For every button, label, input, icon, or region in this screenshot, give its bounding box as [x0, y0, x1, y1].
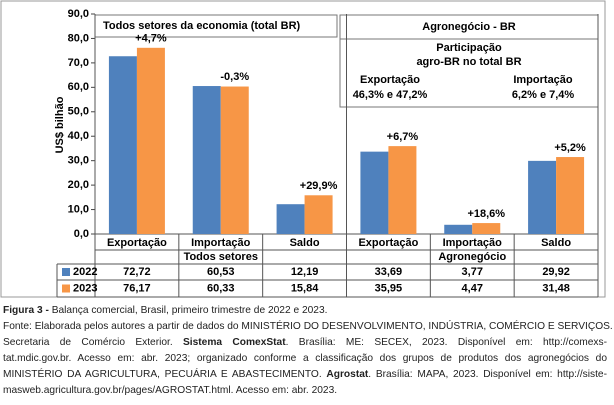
- y-tick-label: 80,0: [68, 32, 89, 44]
- panel-title-box: [339, 14, 599, 40]
- y-tick-label: 60,0: [68, 81, 89, 93]
- change-label: -0,3%: [220, 71, 249, 83]
- caption-text: Secretaria de Comércio Exterior.: [3, 337, 183, 348]
- share-label: Importação: [513, 74, 573, 86]
- y-tick-label: 50,0: [68, 106, 89, 118]
- caption-line: MINISTÉRIO DA AGRICULTURA, PECUÁRIA E AB…: [3, 367, 607, 383]
- y-tick-label: 30,0: [68, 155, 89, 167]
- x-tick-label: Exportação: [107, 237, 167, 249]
- change-label: +6,7%: [387, 131, 419, 143]
- table-value: 72,72: [123, 266, 151, 278]
- caption-text: masweb.agricultura.gov.br/pages/AGROSTAT…: [3, 385, 338, 396]
- share-box: [339, 38, 599, 108]
- caption-text: . Brasília: MAPA, 2023. Disponível em: h…: [368, 369, 607, 380]
- table-value: 60,33: [207, 282, 235, 294]
- bar: [276, 204, 305, 234]
- y-tick-label: 10,0: [68, 203, 89, 215]
- chart: Todos setores da economia (total BR) Agr…: [0, 0, 606, 298]
- table-value: 29,92: [542, 266, 570, 278]
- group-label: Agronegócio: [438, 251, 506, 263]
- share-title: Participação: [436, 42, 502, 54]
- y-tick-label: 0,0: [74, 228, 89, 240]
- change-label: +5,2%: [554, 142, 586, 154]
- table-value: 4,47: [462, 282, 483, 294]
- share-value: 46,3% e 47,2%: [353, 89, 428, 101]
- caption-text: tat.mdic.gov.br. Acesso em: abr. 2023; o…: [3, 353, 607, 364]
- legend-swatch: [62, 268, 70, 276]
- panel-title: Todos setores da economia (total BR): [103, 20, 301, 32]
- caption-text: Agrostat: [326, 369, 369, 380]
- bar: [108, 56, 137, 234]
- x-tick-label: Exportação: [358, 237, 418, 249]
- y-tick-label: 20,0: [68, 179, 89, 191]
- panel-title: Agronegócio - BR: [422, 21, 516, 33]
- caption-line: Fonte: Elaborada pelos autores a partir …: [3, 319, 613, 335]
- caption-text: Fonte: Elaborada pelos autores a partir …: [3, 321, 613, 332]
- bar: [528, 160, 557, 234]
- x-tick-label: Saldo: [290, 237, 320, 249]
- y-tick-label: 90,0: [68, 8, 89, 20]
- bar: [220, 86, 249, 234]
- caption-line: Figura 3 - Balança comercial, Brasil, pr…: [3, 303, 607, 319]
- legend-swatch: [62, 284, 70, 293]
- caption-text: Figura 3 -: [3, 305, 49, 316]
- y-axis-label: US$ bilhão: [54, 96, 66, 153]
- y-tick-label: 70,0: [68, 57, 89, 69]
- legend-label: 2022: [73, 266, 97, 278]
- caption: Figura 3 - Balança comercial, Brasil, pr…: [3, 303, 613, 399]
- table-value: 35,95: [375, 282, 403, 294]
- bar: [192, 86, 221, 234]
- table-value: 60,53: [207, 266, 235, 278]
- y-tick-label: 40,0: [68, 130, 89, 142]
- change-label: +29,9%: [300, 180, 338, 192]
- table-value: 33,69: [375, 266, 403, 278]
- bar: [556, 157, 585, 234]
- table-value: 76,17: [123, 282, 151, 294]
- table-value: 12,19: [291, 266, 319, 278]
- group-label: Todos setores: [184, 251, 258, 263]
- caption-text: Balança comercial, Brasil, primeiro trim…: [48, 305, 328, 316]
- change-label: +4,7%: [135, 33, 167, 45]
- table-value: 3,77: [462, 266, 483, 278]
- bar: [136, 47, 165, 234]
- share-label: Exportação: [360, 74, 420, 86]
- change-label: +18,6%: [467, 208, 505, 220]
- bar: [304, 195, 333, 234]
- caption-line: masweb.agricultura.gov.br/pages/AGROSTAT…: [3, 383, 607, 399]
- share-title: agro-BR no total BR: [416, 56, 521, 68]
- bar: [444, 224, 473, 234]
- table-value: 31,48: [542, 282, 570, 294]
- x-tick-label: Importação: [191, 237, 251, 249]
- caption-text: MINISTÉRIO DA AGRICULTURA, PECUÁRIA E AB…: [3, 369, 327, 380]
- legend-label: 2023: [73, 282, 97, 294]
- caption-line: Secretaria de Comércio Exterior. Sistema…: [3, 335, 607, 351]
- table-value: 15,84: [291, 282, 319, 294]
- share-value: 6,2% e 7,4%: [512, 89, 575, 101]
- caption-text: Sistema ComexStat: [183, 337, 286, 348]
- bar: [472, 223, 501, 234]
- bar: [388, 146, 417, 234]
- x-tick-label: Importação: [443, 237, 503, 249]
- bar: [360, 151, 389, 234]
- caption-line: tat.mdic.gov.br. Acesso em: abr. 2023; o…: [3, 351, 607, 367]
- x-tick-label: Saldo: [541, 237, 571, 249]
- caption-text: . Brasília: ME: SECEX, 2023. Disponível …: [285, 337, 607, 348]
